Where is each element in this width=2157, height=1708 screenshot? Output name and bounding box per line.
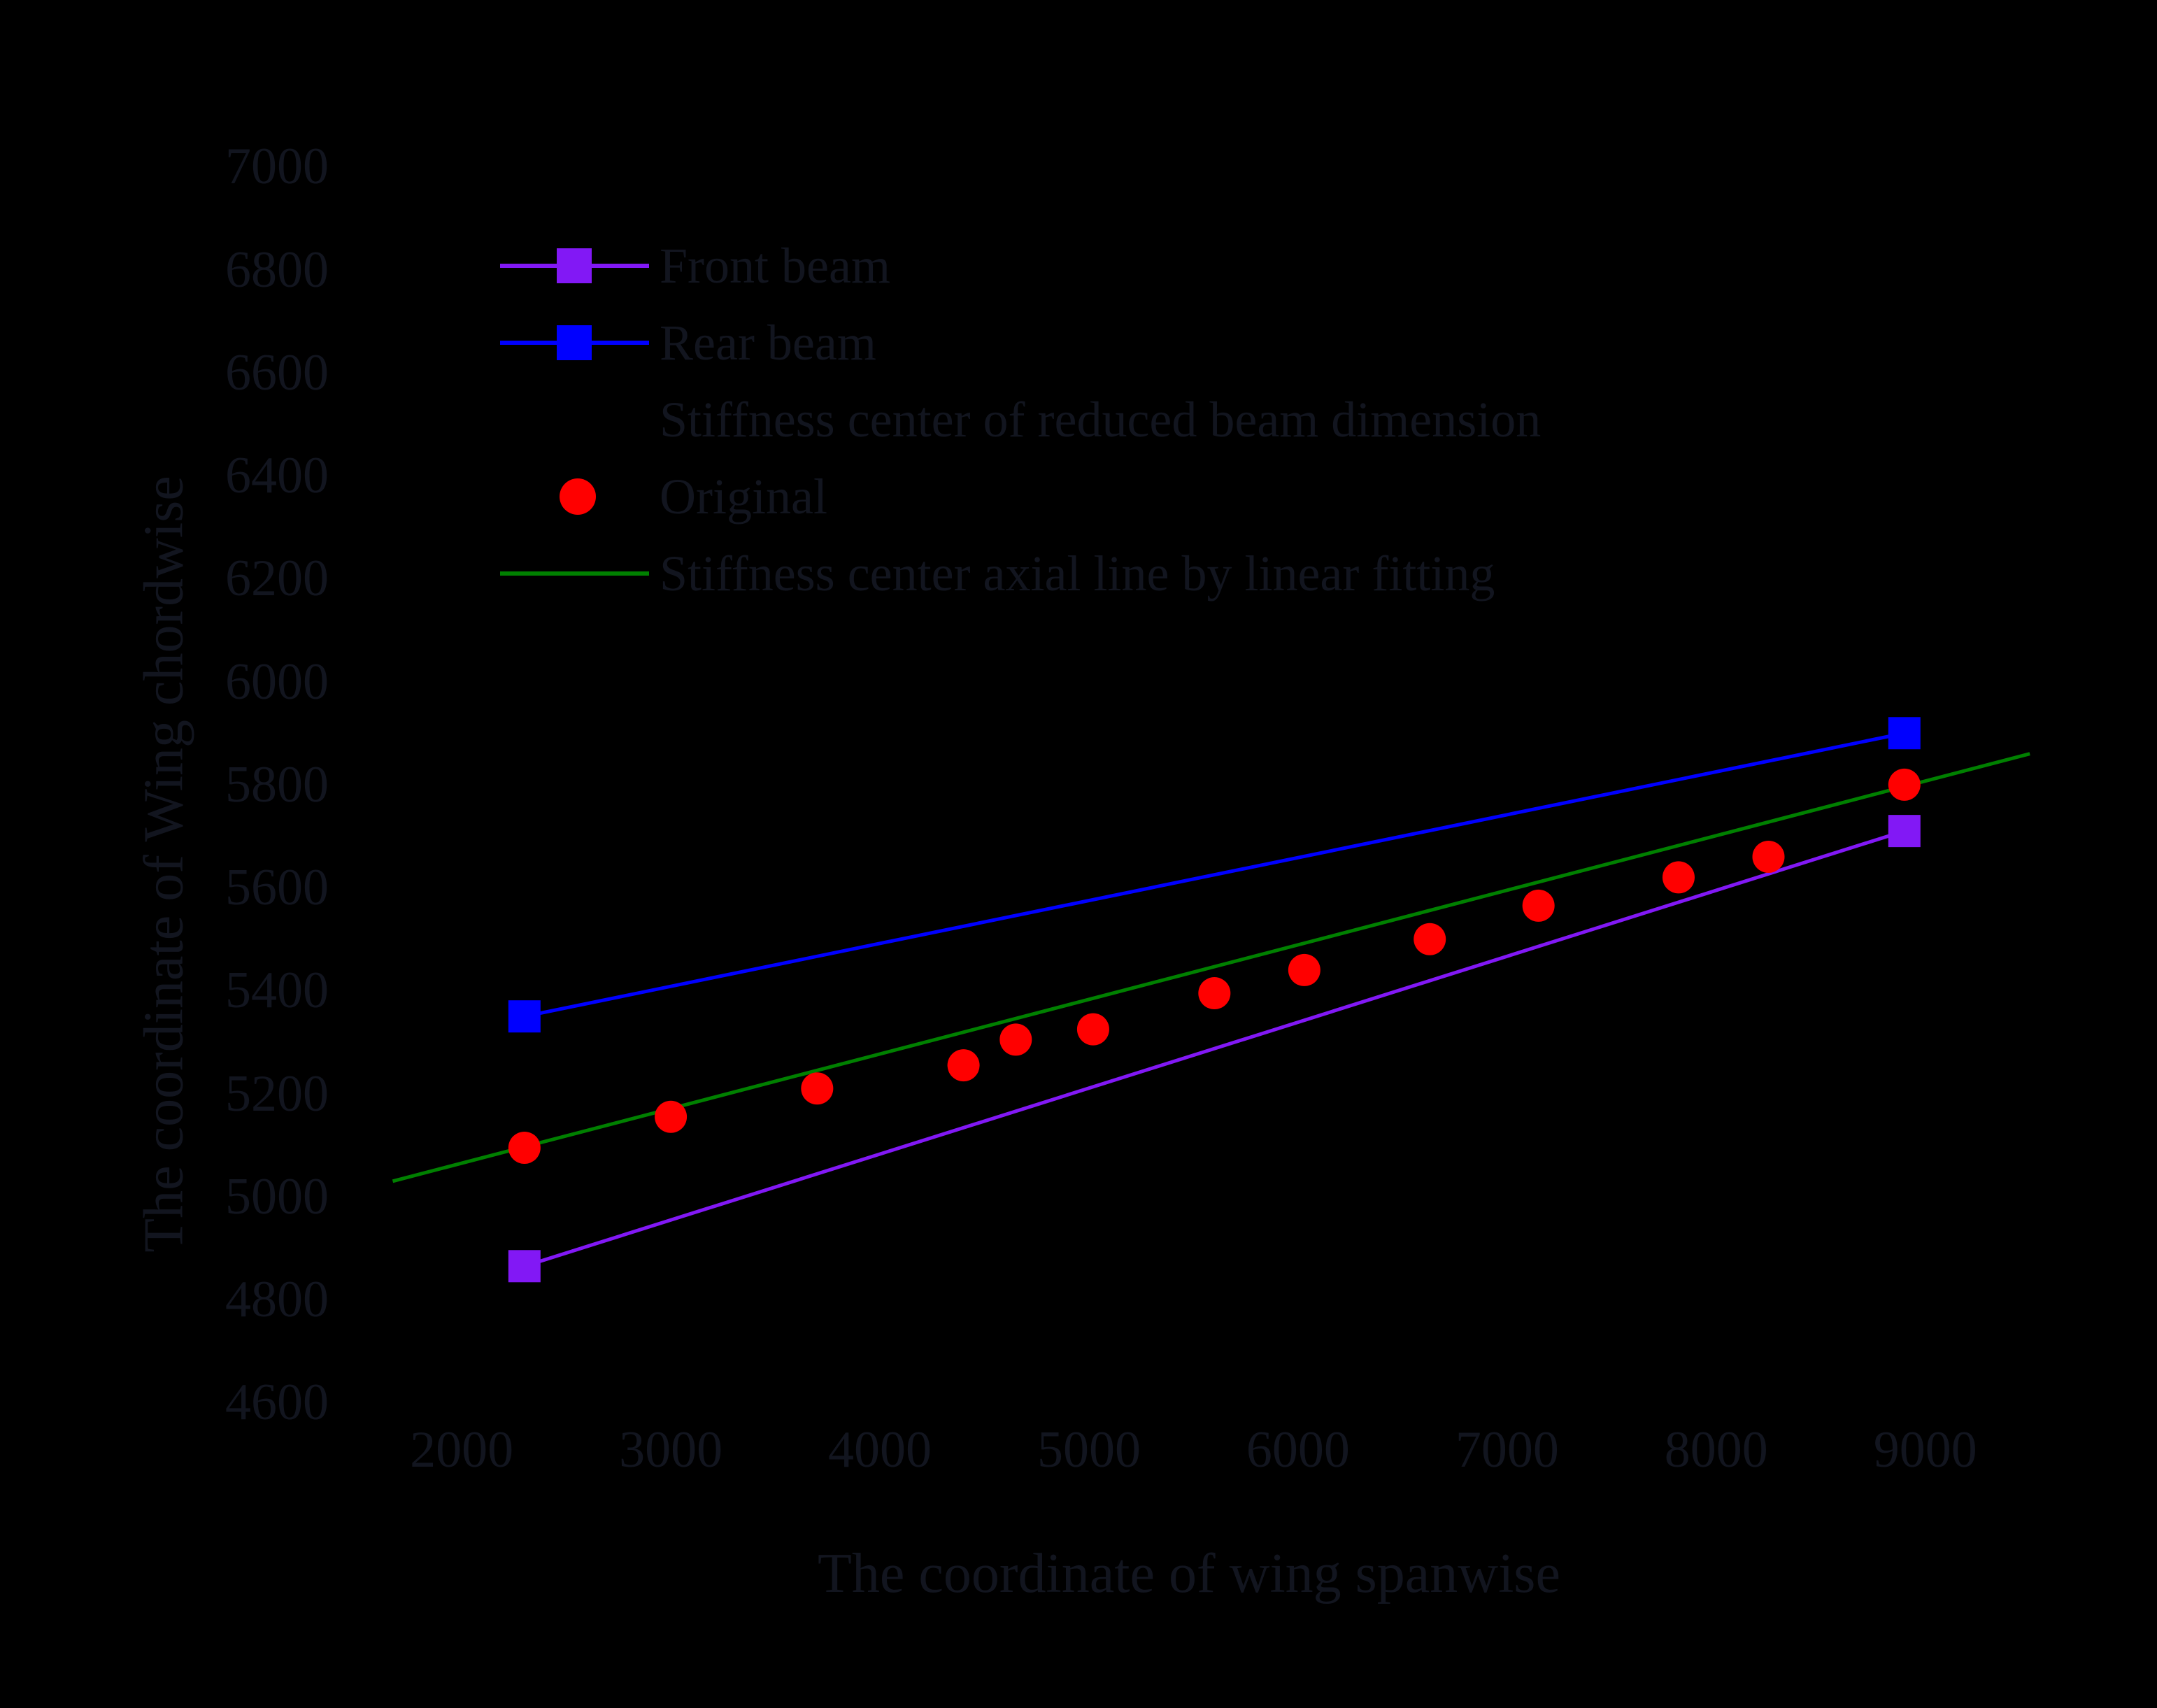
- marker-square-rear-beam: [508, 1000, 541, 1033]
- legend-entry-rear-beam: Rear beam: [500, 304, 1724, 381]
- legend-label: Rear beam: [660, 314, 876, 371]
- legend-marker-stiffness-center-axial: [500, 535, 649, 612]
- x-tick-label: 3000: [619, 1421, 723, 1479]
- x-tick-label: 5000: [1037, 1421, 1141, 1479]
- marker-circle-original: [1288, 953, 1320, 986]
- marker-circle-original: [1662, 861, 1695, 894]
- y-tick-label: 7000: [225, 138, 329, 196]
- legend-label: Stiffness center of reduced beam dimensi…: [660, 391, 1542, 448]
- marker-circle-original: [1522, 889, 1555, 922]
- legend-marker-rear-beam: [500, 304, 649, 381]
- x-tick-label: 9000: [1873, 1421, 1977, 1479]
- series-line-rear-beam: [524, 731, 1905, 1018]
- legend-entry-stiffness-center-reduced: Stiffness center of reduced beam dimensi…: [500, 381, 1724, 458]
- y-tick-label: 6600: [225, 343, 329, 401]
- y-tick-label: 6400: [225, 447, 329, 505]
- marker-circle-original: [1076, 1013, 1109, 1046]
- legend-line-icon: [500, 571, 649, 576]
- y-tick-label: 4800: [225, 1271, 329, 1329]
- y-tick-label: 6800: [225, 241, 329, 299]
- legend-label: Front beam: [660, 237, 890, 294]
- marker-square-front-beam: [508, 1250, 541, 1283]
- marker-circle-original: [1198, 977, 1231, 1010]
- marker-square-rear-beam: [1888, 717, 1921, 750]
- x-tick-label: 4000: [828, 1421, 932, 1479]
- y-tick-label: 5600: [225, 859, 329, 917]
- legend-circle-icon: [560, 478, 596, 515]
- y-tick-label: 5400: [225, 962, 329, 1020]
- series-line-stiffness-center-axial-line-by-linear-fitting: [392, 752, 2030, 1183]
- x-tick-label: 2000: [410, 1421, 514, 1479]
- legend-marker-front-beam: [500, 227, 649, 304]
- marker-circle-original: [999, 1023, 1032, 1056]
- y-tick-label: 6000: [225, 653, 329, 711]
- legend: Front beam Rear beam Stiffness center of r…: [500, 227, 1724, 612]
- legend-entry-original: Original: [500, 458, 1724, 535]
- legend-marker-stiffness-center-reduced: [500, 381, 649, 458]
- y-axis-title: The coordinate of Wing chordwise: [133, 476, 195, 1253]
- marker-circle-original: [655, 1100, 688, 1133]
- legend-square-icon: [557, 325, 592, 360]
- x-tick-label: 7000: [1455, 1421, 1559, 1479]
- marker-square-front-beam: [1888, 815, 1921, 848]
- x-tick-label: 6000: [1246, 1421, 1350, 1479]
- legend-label: Original: [660, 468, 827, 525]
- legend-square-icon: [557, 248, 592, 283]
- legend-label: Stiffness center axial line by linear fi…: [660, 545, 1495, 602]
- series-line-front-beam: [524, 829, 1905, 1268]
- y-tick-label: 6200: [225, 550, 329, 608]
- legend-marker-original: [500, 458, 649, 535]
- legend-entry-front-beam: Front beam: [500, 227, 1724, 304]
- y-tick-label: 5800: [225, 755, 329, 813]
- y-tick-label: 5200: [225, 1065, 329, 1123]
- marker-circle-original: [1414, 923, 1446, 955]
- legend-entry-stiffness-center-axial: Stiffness center axial line by linear fi…: [500, 535, 1724, 612]
- x-axis-title: The coordinate of wing spanwise: [818, 1543, 1560, 1604]
- marker-circle-original: [1752, 840, 1785, 873]
- marker-circle-original: [801, 1072, 834, 1105]
- marker-circle-original: [508, 1131, 541, 1164]
- marker-circle-original: [1888, 768, 1921, 801]
- y-tick-label: 5000: [225, 1167, 329, 1225]
- marker-circle-original: [947, 1049, 980, 1082]
- y-tick-label: 4600: [225, 1374, 329, 1432]
- x-tick-label: 8000: [1664, 1421, 1768, 1479]
